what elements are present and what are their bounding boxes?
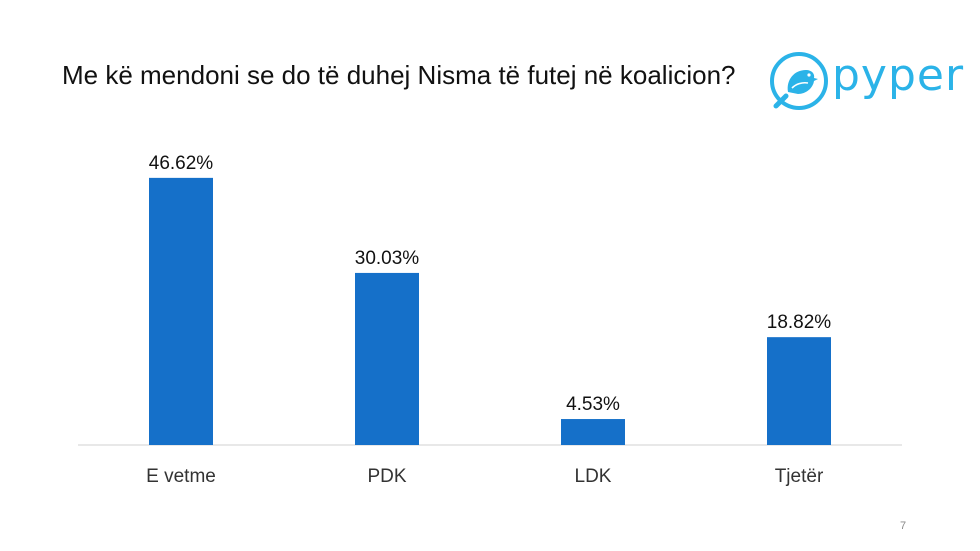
bar-0 — [149, 177, 213, 445]
value-label-0: 46.62% — [149, 153, 214, 174]
bird-icon — [770, 52, 828, 110]
value-label-2: 4.53% — [566, 394, 620, 415]
bar-1 — [355, 272, 419, 445]
category-label-0: E vetme — [146, 466, 216, 487]
category-label-3: Tjetër — [775, 466, 824, 487]
pyper-logo: pyper — [768, 48, 968, 118]
category-label-2: LDK — [575, 466, 612, 487]
bar-3 — [767, 337, 831, 445]
bars-group — [149, 177, 831, 445]
logo-wordmark: pyper — [832, 50, 965, 101]
category-label-1: PDK — [367, 466, 406, 487]
value-label-3: 18.82% — [767, 312, 832, 333]
page-number: 7 — [900, 520, 907, 532]
bar-2 — [561, 419, 625, 445]
category-labels-group: E vetme PDK LDK Tjetër — [146, 466, 824, 487]
value-labels-group: 46.62% 30.03% 4.53% 18.82% — [149, 153, 832, 415]
value-label-1: 30.03% — [355, 248, 420, 269]
chart-title: Me kë mendoni se do të duhej Nisma të fu… — [62, 60, 736, 90]
